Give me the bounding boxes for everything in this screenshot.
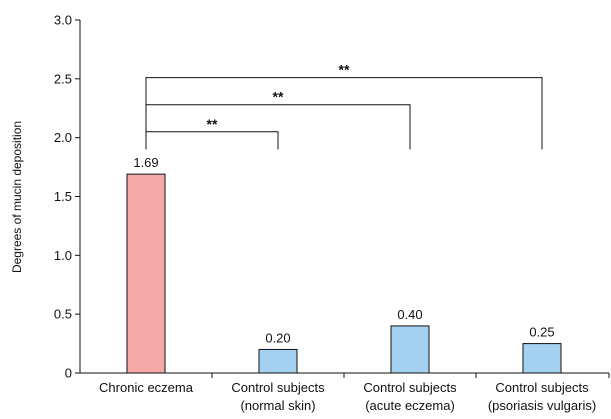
y-tick-label: 1.0 xyxy=(54,248,72,263)
y-tick-label: 3.0 xyxy=(54,13,72,28)
y-tick-label: 1.5 xyxy=(54,189,72,204)
y-tick-label: 2.5 xyxy=(54,71,72,86)
significance-bracket xyxy=(145,131,279,150)
y-axis-label: Degrees of mucin deposition xyxy=(10,121,24,273)
y-tick-label: 0.5 xyxy=(54,307,72,322)
axes: 0 0.5 1.0 1.5 2.0 2.5 3.0 Chronic eczema Control… xyxy=(54,13,610,413)
significance-brackets: ** ** ** xyxy=(145,62,543,150)
bar xyxy=(390,325,430,374)
x-category-sublabel: (normal skin) xyxy=(240,398,315,413)
significance-label: ** xyxy=(339,62,350,78)
y-tick-label: 0 xyxy=(65,366,72,381)
bar xyxy=(258,348,298,374)
significance-label: ** xyxy=(207,116,218,132)
bar-value-label: 1.69 xyxy=(133,155,158,170)
bar xyxy=(126,173,166,374)
significance-label: ** xyxy=(273,89,284,105)
significance-bracket xyxy=(145,77,543,150)
x-category-label: Control subjects xyxy=(363,380,457,395)
bar-value-label: 0.20 xyxy=(265,330,290,345)
bar-value-label: 0.25 xyxy=(529,325,554,340)
bars: 1.69 0.20 0.40 0.25 xyxy=(126,155,562,374)
bar-value-label: 0.40 xyxy=(397,307,422,322)
x-category-sublabel: (psoriasis vulgaris) xyxy=(488,398,596,413)
bar xyxy=(522,343,562,374)
x-category-label: Chronic eczema xyxy=(99,380,194,395)
y-tick-label: 2.0 xyxy=(54,130,72,145)
x-category-label: Control subjects xyxy=(495,380,589,395)
x-category-sublabel: (acute eczema) xyxy=(365,398,455,413)
x-category-label: Control subjects xyxy=(231,380,325,395)
